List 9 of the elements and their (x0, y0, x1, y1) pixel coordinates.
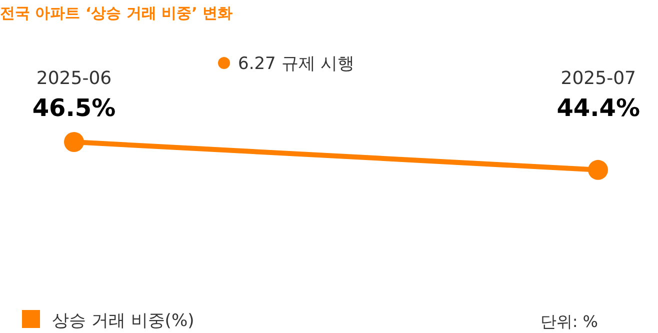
legend: 상승 거래 비중(%) (22, 310, 194, 331)
text: 6.27 규제 시행 (238, 54, 355, 74)
data-label: 44.4% (556, 94, 640, 122)
x-tick-label: 2025-07 (560, 68, 636, 89)
x-tick-label: 2025-06 (36, 68, 112, 89)
text: 단위: % (540, 312, 598, 331)
legend-label: 상승 거래 비중(%) (52, 311, 194, 331)
chart-title: 전국 아파트 ‘상승 거래 비중’ 변화 (0, 4, 233, 22)
data-label: 46.5% (32, 94, 116, 122)
